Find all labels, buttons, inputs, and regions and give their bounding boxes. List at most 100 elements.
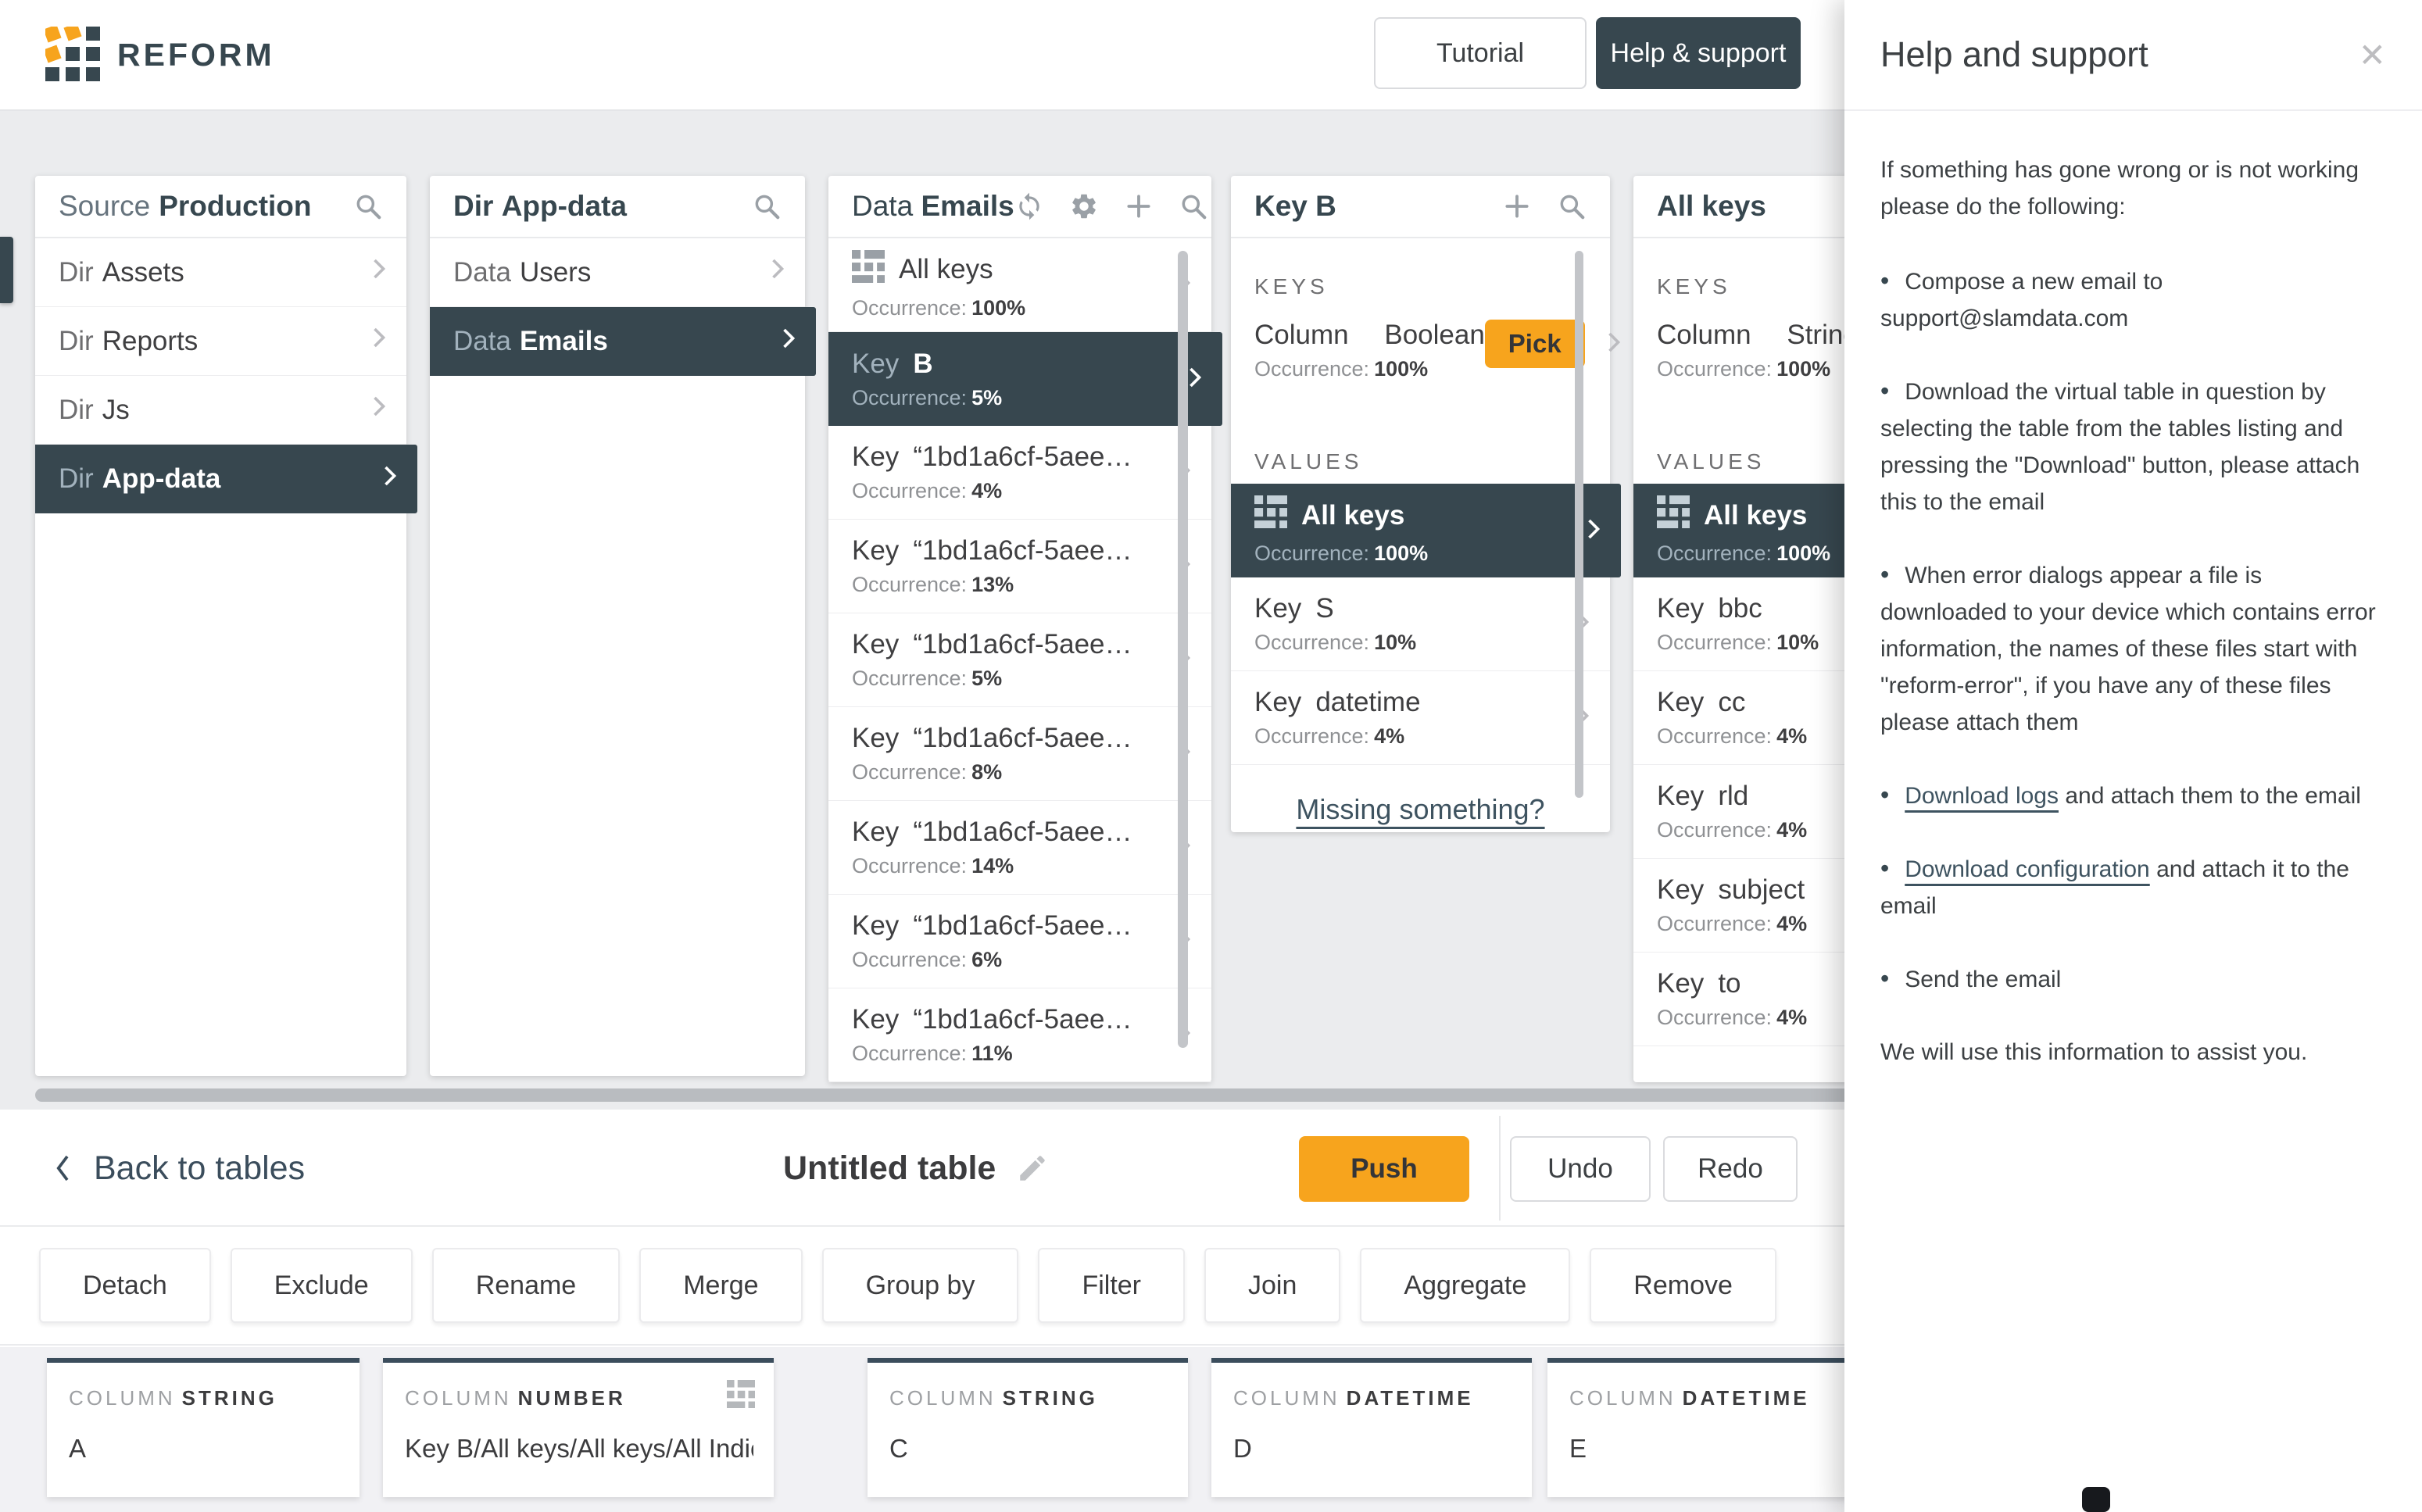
key-item-uuid[interactable]: Key “1bd1a6cf-5aee… Occurrence: 13% [828,520,1211,613]
value-item-key-rld[interactable]: Key rld Occurrence: 4% [1633,765,2016,859]
help-support-button[interactable]: Help & support [1596,17,1801,89]
detach-button[interactable]: Detach [39,1248,211,1323]
merge-button[interactable]: Merge [639,1248,803,1323]
reform-logo: REFORM [45,27,275,83]
column-title: Source Production [59,190,312,222]
column-title: All keys [1657,190,1766,222]
chevron-right-icon [370,324,388,358]
exclude-button[interactable]: Exclude [230,1248,413,1323]
download-configuration-link[interactable]: Download configuration [1905,856,2150,882]
result-column-e[interactable]: COLUMN DATETIME E [1547,1358,1868,1497]
key-b-column: Key B KEYS Column Boolean Occurrence: 100… [1231,176,1621,832]
bullet-icon: • [1880,266,1890,295]
chevron-left-icon [56,1155,69,1181]
help-bullet: • Send the email [1880,964,2062,992]
key-item-uuid[interactable]: Key “1bd1a6cf-5aee… Occurrence: 6% [828,895,1211,988]
chat-widget-stub[interactable] [2082,1487,2110,1512]
horizontal-scrollbar[interactable] [35,1088,1856,1102]
result-column-key-b[interactable]: COLUMN NUMBER Key B/All keys/All keys/All… [383,1358,774,1497]
value-item-key-to[interactable]: Key to Occurrence: 4% [1633,953,2016,1046]
pencil-icon[interactable] [1016,1152,1049,1185]
key-item-b-selected[interactable]: Key B Occurrence: 5% [828,332,1222,426]
column-header: Source Production [35,176,406,238]
result-column-a[interactable]: COLUMN STRING A [47,1358,360,1497]
value-item-key-bbc[interactable]: Key bbc Occurrence: 10% [1633,577,2016,671]
group-by-button[interactable]: Group by [821,1248,1019,1323]
gear-icon[interactable] [1069,191,1099,221]
undo-button[interactable]: Undo [1510,1136,1651,1202]
value-item-key-subject[interactable]: Key subject Occurrence: 4% [1633,859,2016,953]
column-header: Key B [1231,176,1610,238]
aggregate-button[interactable]: Aggregate [1360,1248,1571,1323]
bullet-icon: • [1880,964,1890,992]
dir-app-data-column: Dir App-data Data Users Data Emails [430,176,816,1076]
source-production-column: Source Production Dir Assets Dir Reports Di… [35,176,417,1076]
dir-item-js[interactable]: Dir Js [35,376,406,445]
value-item-all-keys-selected[interactable]: All keys Occurrence: 100% [1231,484,1621,577]
key-item-uuid[interactable]: Key “1bd1a6cf-5aee… Occurrence: 5% [828,613,1211,707]
help-bullet: • Download logs and attach them to the em… [1880,781,2361,809]
key-item-uuid[interactable]: Key “1bd1a6cf-5aee… Occurrence: 8% [828,707,1211,801]
data-item-emails-selected[interactable]: Data Emails [430,307,816,376]
redo-button[interactable]: Redo [1663,1136,1798,1202]
remove-button[interactable]: Remove [1590,1248,1776,1323]
help-panel-header: Help and support ✕ [1844,0,2422,111]
search-icon[interactable] [1557,191,1587,221]
pick-button[interactable]: Pick [1484,320,1585,368]
close-icon[interactable]: ✕ [2358,36,2386,73]
bullet-icon: • [1880,560,1890,588]
plus-icon[interactable] [1124,191,1154,221]
tutorial-button[interactable]: Tutorial [1374,17,1587,89]
missing-something-link[interactable]: Missing something? [1296,793,1545,825]
key-item-column-boolean[interactable]: Column Boolean Occurrence: 100% Pick [1231,309,1620,413]
vertical-scrollbar[interactable] [1575,251,1583,798]
download-logs-link[interactable]: Download logs [1905,783,2059,809]
table-bar: Back to tables Untitled table Push Undo … [0,1110,2422,1227]
dir-item-reports[interactable]: Dir Reports [35,307,406,376]
key-item-uuid[interactable]: Key “1bd1a6cf-5aee… Occurrence: 14% [828,801,1211,895]
rename-button[interactable]: Rename [431,1248,621,1323]
help-bullet: • Download configuration and attach it to… [1880,854,2349,919]
search-icon[interactable] [353,191,383,221]
result-column-d[interactable]: COLUMN DATETIME D [1211,1358,1532,1497]
dir-item-assets[interactable]: Dir Assets [35,238,406,307]
chevron-right-icon [769,256,786,289]
keys-section-label: KEYS [1657,274,1731,298]
key-item-uuid[interactable]: Key “1bd1a6cf-5aee… Occurrence: 4% [828,426,1211,520]
join-button[interactable]: Join [1204,1248,1341,1323]
push-button[interactable]: Push [1299,1136,1469,1202]
value-item-key-cc[interactable]: Key cc Occurrence: 4% [1633,671,2016,765]
refresh-icon[interactable] [1014,191,1044,221]
data-item-users[interactable]: Data Users [430,238,805,307]
help-bullet: • Compose a new email to support@slamdata… [1880,266,2163,331]
value-item-key-tos[interactable]: Keytos [1633,1046,2016,1083]
value-item-key-datetime[interactable]: Key datetime Occurrence: 4% [1231,671,1610,765]
search-icon[interactable] [752,191,782,221]
help-panel-body: If something has gone wrong or is not wo… [1844,111,2422,1071]
search-icon[interactable] [1179,191,1208,221]
value-item-key-s[interactable]: Key S Occurrence: 10% [1231,577,1610,671]
table-title: Untitled table [783,1110,1049,1227]
vertical-scrollbar[interactable] [1178,251,1188,1048]
table-toolbar: Detach Exclude Rename Merge Group by Fil… [0,1227,2422,1346]
chevron-right-icon [780,325,797,359]
reform-logo-icon [45,27,100,81]
chevron-right-icon [1605,329,1622,359]
back-to-tables-link[interactable]: Back to tables [53,1110,305,1227]
filter-button[interactable]: Filter [1038,1248,1186,1323]
key-item-all-keys[interactable]: All keys Occurrence: 100% [828,238,1211,332]
logo-wordmark: REFORM [117,36,275,73]
result-column-c[interactable]: COLUMN STRING C [868,1358,1188,1497]
bullet-icon: • [1880,781,1890,809]
chevron-right-icon [370,393,388,427]
values-section-label: VALUES [1657,449,1766,474]
plus-icon[interactable] [1502,191,1532,221]
dir-item-app-data-selected[interactable]: Dir App-data [35,445,417,513]
values-section-label: VALUES [1254,449,1363,474]
column-header: Data Emails [828,176,1211,238]
chevron-right-icon [370,256,388,289]
key-item-uuid[interactable]: Key “1bd1a6cf-5aee… Occurrence: 11% [828,988,1211,1082]
all-keys-grid-icon [1657,495,1690,535]
column-header: Dir App-data [430,176,805,238]
